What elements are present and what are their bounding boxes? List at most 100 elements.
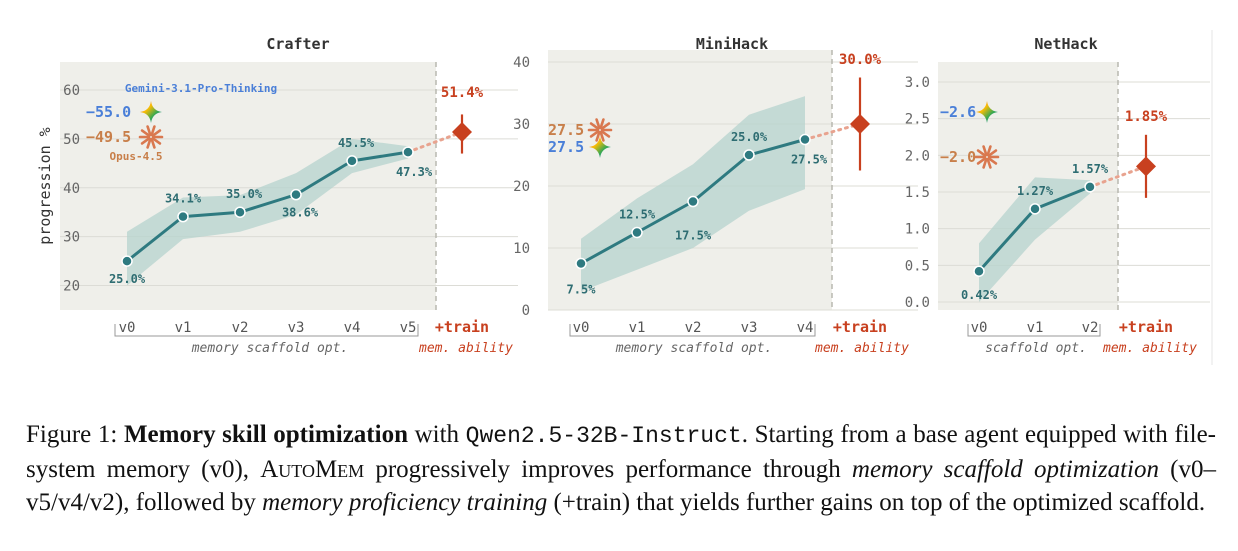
minihack-xtick-label-v0: v0 — [573, 320, 590, 336]
minihack-train-value-label: 30.0% — [839, 52, 882, 68]
charts-svg: Crafter 20 30 40 50 60 progression % 25.0% 34.1%… — [36, 30, 1213, 365]
minihack-claude-asterisk-icon-0 — [587, 118, 613, 142]
crafter-data-label-v2: 35.0% — [226, 187, 263, 201]
crafter-gemini-sparkle-icon-0 — [140, 101, 162, 123]
minihack-xtick-label-v3: v3 — [741, 320, 758, 336]
crafter-xgroup-label-scaffold: memory scaffold opt. — [191, 341, 349, 356]
minihack-gemini-sparkle-icon-1 — [589, 136, 611, 158]
nethack-ytick-label-2: 1.0 — [905, 222, 930, 238]
nethack-train-bg — [1118, 62, 1210, 310]
crafter-xtick-label-train: +train — [435, 318, 489, 336]
crafter-claude-asterisk-icon-1-ray-9 — [151, 129, 162, 138]
nethack-reference-value-1: −2.0 — [940, 148, 976, 166]
nethack-claude-asterisk-icon-1-ray-6 — [976, 149, 987, 158]
crafter-xtick-label-v0: v0 — [119, 320, 136, 336]
crafter-data-point-v4 — [346, 155, 358, 167]
crafter-data-label-v0: 25.0% — [109, 272, 146, 286]
crafter-ylabel: progression % — [36, 127, 54, 244]
crafter-data-label-v4: 45.5% — [338, 136, 375, 150]
nethack-data-point-v1 — [1029, 203, 1041, 215]
crafter-ytick-label-4: 60 — [63, 83, 80, 99]
minihack-data-point-v0 — [575, 257, 587, 270]
caption-prefix: Figure 1: — [26, 421, 124, 448]
crafter-data-point-v1 — [177, 210, 189, 223]
nethack-claude-asterisk-icon-1-ray-8 — [986, 145, 992, 157]
nethack-ytick-label-6: 3.0 — [905, 75, 930, 91]
nethack-data-label-v2: 1.57% — [1072, 162, 1109, 176]
crafter-ytick-label-1: 30 — [63, 230, 80, 246]
nethack-data-label-v0: 0.42% — [961, 288, 998, 302]
crafter-claude-asterisk-icon-1 — [138, 125, 164, 149]
minihack-reference-value-0: 27.5 — [548, 121, 584, 139]
crafter-ytick-label-0: 20 — [63, 279, 80, 295]
nethack-claude-asterisk-icon-1-ray-3 — [982, 157, 988, 169]
crafter-claude-asterisk-icon-1-ray-2 — [150, 137, 156, 149]
minihack-data-label-v4: 27.5% — [791, 153, 828, 167]
minihack-data-label-v0: 7.5% — [567, 283, 597, 297]
crafter-series-line — [126, 150, 409, 263]
nethack-gemini-sparkle-icon-0 — [976, 101, 998, 123]
crafter-data-point-v3 — [290, 188, 302, 201]
minihack-xgroup-bracket — [569, 324, 816, 337]
crafter-xtick-label-v5: v5 — [400, 320, 417, 336]
minihack-confidence-band — [581, 96, 805, 292]
crafter-claude-asterisk-icon-1-ray-6 — [140, 129, 151, 138]
nethack-xgroup-bracket — [967, 324, 1101, 337]
minihack-xgroup-label-scaffold: memory scaffold opt. — [615, 341, 773, 356]
nethack-claude-asterisk-icon-1-ray-7 — [982, 145, 988, 157]
minihack-claude-asterisk-icon-0-ray-7 — [595, 118, 601, 130]
crafter-data-point-v5 — [402, 146, 414, 158]
nethack-data-label-v1: 1.27% — [1017, 184, 1054, 198]
nethack-xtick-label-v0: v0 — [971, 320, 988, 336]
nethack-data-point-v2 — [1084, 181, 1096, 193]
minihack-xgroup-label-train: mem. ability — [814, 341, 909, 356]
minihack-claude-asterisk-icon-0-ray-2 — [599, 130, 605, 142]
minihack-ytick-label-0: 0 — [522, 303, 530, 319]
nethack-ytick-label-1: 0.5 — [905, 258, 930, 274]
nethack-xgroup-label-scaffold: scaffold opt. — [985, 341, 1087, 356]
nethack-xgroup-label-train: mem. ability — [1102, 341, 1197, 356]
crafter-reference-name-1: Opus-4.5 — [110, 150, 163, 163]
nethack-claude-asterisk-icon-1 — [974, 145, 1000, 169]
minihack-data-point-v3 — [743, 149, 755, 161]
nethack-train-diamond — [1136, 156, 1156, 177]
minihack-data-point-v1 — [631, 226, 643, 239]
crafter-xgroup-label-train: mem. ability — [418, 341, 513, 356]
crafter-reference-value-0: −55.0 — [86, 103, 131, 121]
minihack-xtick-label-v2: v2 — [685, 320, 702, 336]
caption-italic-2: memory proficiency training — [262, 489, 548, 516]
minihack-title: MiniHack — [696, 35, 768, 53]
nethack-claude-asterisk-icon-1-ray-2 — [986, 157, 992, 169]
nethack-claude-asterisk-icon-1-ray-9 — [987, 149, 998, 158]
caption-italic-1: memory scaffold optimization — [851, 456, 1159, 483]
crafter-ytick-label-2: 40 — [63, 181, 80, 197]
minihack-xtick-label-v1: v1 — [629, 320, 646, 336]
crafter-train-diamond — [452, 122, 472, 143]
minihack-xtick-label-train: +train — [833, 318, 887, 336]
nethack-xtick-label-v1: v1 — [1027, 320, 1044, 336]
crafter-claude-asterisk-icon-1-ray-3 — [146, 137, 152, 149]
nethack-xtick-label-v2: v2 — [1082, 320, 1099, 336]
nethack-claude-asterisk-icon-1-ray-4 — [976, 156, 987, 165]
caption-bold: Memory skill optimization — [123, 421, 408, 448]
crafter-train-value-label: 51.4% — [441, 85, 484, 101]
nethack-ytick-label-0: 0.0 — [905, 295, 930, 311]
caption-text-5: (+train) that yields further gains on to… — [547, 489, 1206, 516]
crafter-xtick-label-v1: v1 — [175, 320, 192, 336]
caption-method-name: AutoMem — [260, 456, 365, 483]
minihack-train-diamond — [850, 114, 870, 134]
minihack-ytick-label-4: 40 — [513, 55, 530, 71]
figure-caption: Figure 1: Memory skill optimization with… — [26, 418, 1216, 519]
crafter-gemini-sparkle-icon-0-shape — [140, 101, 162, 123]
minihack-claude-asterisk-icon-0-ray-9 — [600, 122, 611, 131]
crafter-claude-asterisk-icon-1-ray-4 — [140, 136, 151, 145]
minihack-claude-asterisk-icon-0-ray-6 — [589, 122, 600, 131]
crafter-train-extension — [406, 130, 464, 154]
minihack-claude-asterisk-icon-0-ray-4 — [589, 129, 600, 138]
crafter-ytick-label-3: 50 — [63, 132, 80, 148]
minihack-data-label-v2: 17.5% — [675, 229, 712, 243]
crafter-data-label-v5: 47.3% — [396, 165, 433, 179]
nethack-claude-asterisk-icon-1-ray-1 — [987, 156, 998, 165]
crafter-confidence-band — [127, 138, 408, 286]
